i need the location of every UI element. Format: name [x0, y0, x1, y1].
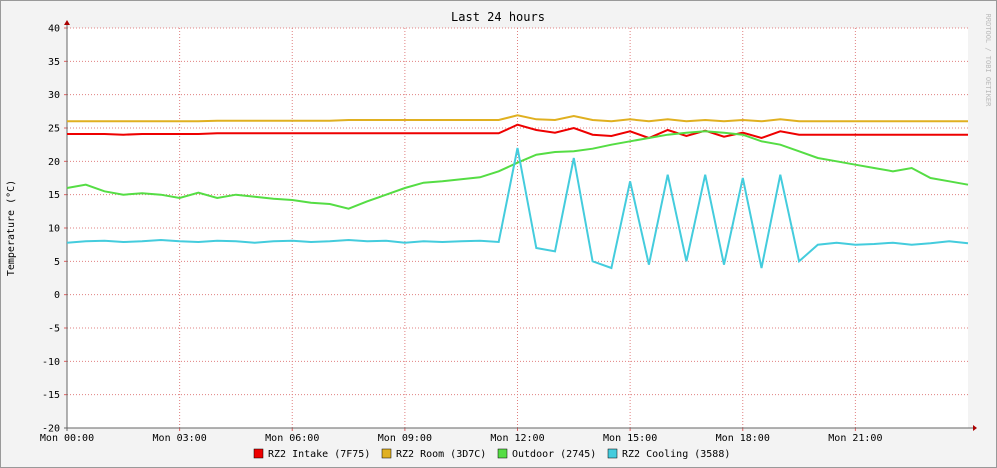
y-tick-label: -10 [42, 357, 60, 368]
legend-label: Outdoor (2745) [512, 449, 596, 460]
y-tick-label: 15 [48, 190, 60, 201]
y-tick-label: 10 [48, 224, 60, 235]
legend-label: RZ2 Cooling (3588) [622, 449, 730, 460]
x-tick-label: Mon 03:00 [153, 433, 207, 444]
x-tick-label: Mon 06:00 [265, 433, 319, 444]
y-tick-label: 25 [48, 124, 60, 135]
series-line [66, 130, 969, 210]
series-line [66, 147, 969, 270]
x-tick-label: Mon 15:00 [603, 433, 657, 444]
y-tick-label: 5 [54, 257, 60, 268]
legend-swatch [253, 448, 264, 459]
x-tick-label: Mon 09:00 [378, 433, 432, 444]
series-line [67, 114, 968, 123]
y-tick-label: 35 [48, 57, 60, 68]
legend-swatch [381, 448, 392, 459]
y-tick-label: 20 [48, 157, 60, 168]
axis-arrow [64, 20, 70, 25]
watermark: RRDTOOL / TOBI OETIKER [984, 14, 992, 108]
y-tick-label: 40 [48, 24, 60, 35]
series-line [67, 123, 968, 140]
x-tick-label: Mon 21:00 [828, 433, 882, 444]
y-tick-label: 0 [54, 290, 60, 301]
axis-arrow [973, 425, 977, 431]
x-tick-label: Mon 18:00 [716, 433, 770, 444]
legend-swatch [607, 448, 618, 459]
y-axis-label: Temperature (°C) [6, 180, 17, 276]
y-tick-label: 30 [48, 90, 60, 101]
legend-label: RZ2 Room (3D7C) [396, 449, 486, 460]
x-tick-label: Mon 12:00 [490, 433, 544, 444]
y-tick-label: -20 [42, 424, 60, 435]
y-tick-label: -5 [48, 324, 60, 335]
legend-label: RZ2 Intake (7F75) [268, 449, 370, 460]
chart-title: Last 24 hours [451, 10, 545, 24]
legend-swatch [497, 448, 508, 459]
y-tick-label: -15 [42, 390, 60, 401]
x-tick-label: Mon 00:00 [40, 433, 94, 444]
